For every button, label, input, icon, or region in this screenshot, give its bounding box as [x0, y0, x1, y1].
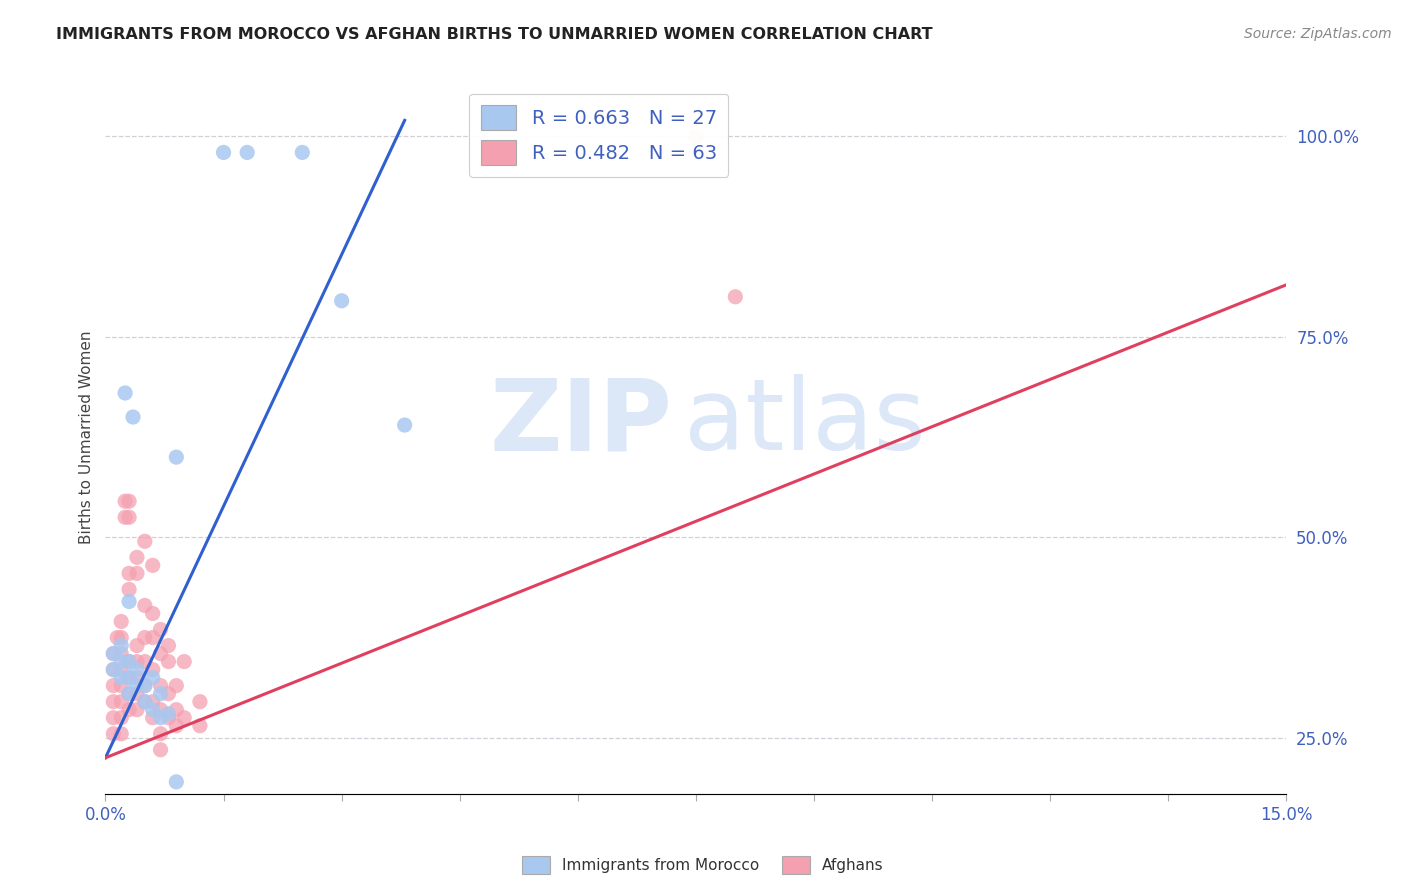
Point [118, 703, 141, 717]
Text: IMMIGRANTS FROM MOROCCO VS AFGHAN BIRTHS TO UNMARRIED WOMEN CORRELATION CHART: IMMIGRANTS FROM MOROCCO VS AFGHAN BIRTHS… [56, 27, 932, 42]
Point [142, 671, 165, 685]
Point [110, 631, 132, 645]
Point [114, 494, 136, 508]
Point [134, 631, 156, 645]
Point [103, 695, 125, 709]
Point [110, 695, 132, 709]
Point [103, 663, 125, 677]
Point [165, 450, 187, 464]
Point [165, 679, 187, 693]
Point [118, 687, 141, 701]
Point [114, 386, 136, 401]
Point [118, 671, 141, 685]
Point [236, 145, 259, 160]
Point [173, 655, 195, 669]
Point [125, 687, 148, 701]
Point [134, 695, 156, 709]
Point [118, 594, 141, 608]
Point [149, 623, 172, 637]
Point [157, 711, 180, 725]
Point [118, 566, 141, 581]
Point [118, 510, 141, 524]
Point [110, 655, 132, 669]
Point [149, 703, 172, 717]
Point [212, 145, 235, 160]
Point [142, 558, 165, 573]
Point [103, 727, 125, 741]
Point [134, 679, 156, 693]
Point [110, 615, 132, 629]
Point [724, 290, 747, 304]
Point [110, 639, 132, 653]
Point [134, 679, 156, 693]
Point [149, 679, 172, 693]
Text: atlas: atlas [685, 375, 925, 471]
Point [125, 655, 148, 669]
Point [118, 687, 141, 701]
Point [142, 631, 165, 645]
Point [157, 706, 180, 721]
Point [125, 550, 148, 565]
Point [110, 671, 132, 685]
Legend: Immigrants from Morocco, Afghans: Immigrants from Morocco, Afghans [516, 850, 890, 880]
Point [157, 639, 180, 653]
Text: ZIP: ZIP [489, 375, 672, 471]
Point [125, 566, 148, 581]
Point [105, 631, 128, 645]
Point [157, 687, 180, 701]
Point [103, 663, 125, 677]
Point [110, 647, 132, 661]
Point [330, 293, 353, 308]
Point [685, 129, 707, 144]
Point [165, 775, 187, 789]
Point [149, 711, 172, 725]
Y-axis label: Births to Unmarried Women: Births to Unmarried Women [79, 330, 94, 544]
Point [134, 655, 156, 669]
Point [157, 655, 180, 669]
Point [142, 663, 165, 677]
Point [103, 711, 125, 725]
Point [149, 727, 172, 741]
Point [118, 494, 141, 508]
Point [125, 639, 148, 653]
Point [125, 703, 148, 717]
Point [188, 719, 211, 733]
Point [103, 679, 125, 693]
Point [291, 145, 314, 160]
Point [567, 803, 589, 817]
Point [110, 727, 132, 741]
Point [125, 671, 148, 685]
Point [149, 647, 172, 661]
Point [103, 647, 125, 661]
Point [188, 695, 211, 709]
Point [118, 655, 141, 669]
Point [118, 655, 141, 669]
Point [122, 410, 145, 425]
Point [118, 671, 141, 685]
Point [110, 711, 132, 725]
Point [103, 647, 125, 661]
Point [125, 663, 148, 677]
Point [142, 703, 165, 717]
Text: Source: ZipAtlas.com: Source: ZipAtlas.com [1244, 27, 1392, 41]
Point [114, 510, 136, 524]
Point [134, 599, 156, 613]
Point [134, 695, 156, 709]
Point [125, 679, 148, 693]
Point [110, 679, 132, 693]
Point [165, 703, 187, 717]
Point [394, 418, 416, 433]
Point [149, 687, 172, 701]
Point [110, 663, 132, 677]
Point [173, 711, 195, 725]
Point [142, 607, 165, 621]
Point [149, 743, 172, 757]
Point [142, 695, 165, 709]
Legend: R = 0.663   N = 27, R = 0.482   N = 63: R = 0.663 N = 27, R = 0.482 N = 63 [470, 94, 728, 177]
Point [134, 534, 156, 549]
Point [165, 719, 187, 733]
Point [142, 711, 165, 725]
Point [118, 582, 141, 597]
